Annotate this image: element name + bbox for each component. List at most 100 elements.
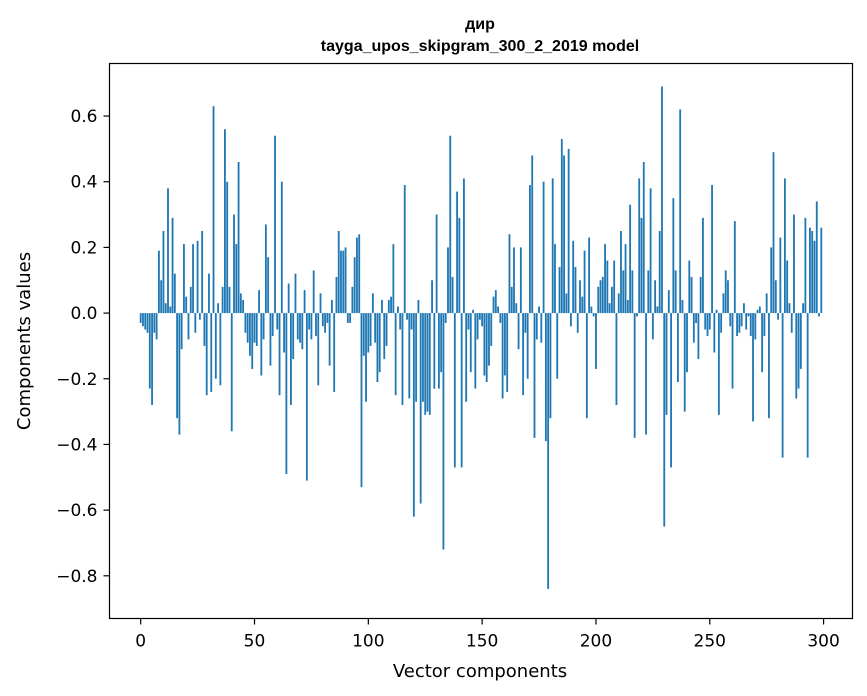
bar (189, 286, 192, 314)
bar (572, 240, 575, 314)
bar (519, 247, 522, 314)
bar (472, 309, 474, 314)
bar (697, 313, 700, 360)
bar (356, 237, 358, 314)
bar (333, 313, 336, 392)
bar (196, 240, 199, 314)
chart-subtitle: tayga_upos_skipgram_300_2_2019 model (321, 38, 639, 55)
bar (503, 313, 506, 376)
chart-title: дир (465, 16, 495, 33)
bar (449, 135, 452, 314)
bar (469, 313, 472, 373)
bar (606, 260, 609, 314)
bar (724, 270, 727, 314)
bar (556, 313, 559, 379)
bar (672, 198, 675, 314)
bar (415, 313, 418, 402)
bar (164, 303, 167, 314)
y-tick-label: 0.6 (70, 107, 97, 127)
bar (483, 313, 486, 376)
bar (681, 299, 684, 314)
bar (702, 217, 704, 314)
bar (467, 313, 470, 330)
bar (497, 306, 499, 314)
bar (802, 303, 805, 314)
bar (567, 148, 570, 314)
bar (212, 106, 215, 314)
bar (804, 217, 807, 314)
bar (501, 313, 504, 399)
bar (499, 313, 502, 323)
bar (269, 313, 272, 366)
bar (549, 313, 552, 419)
bar (485, 313, 488, 383)
bar (526, 313, 529, 379)
bar (367, 313, 370, 353)
bar (617, 293, 620, 314)
bar (811, 230, 814, 314)
bar (285, 313, 288, 475)
bar (276, 313, 279, 330)
bar (264, 224, 267, 314)
bar (676, 313, 679, 383)
bar (262, 313, 265, 340)
bar (310, 313, 313, 340)
bar (142, 313, 144, 327)
bar (774, 280, 777, 314)
bar (624, 244, 627, 314)
x-axis-label: Vector components (393, 661, 567, 682)
bar (358, 234, 361, 314)
bar (365, 313, 367, 402)
bar (595, 313, 597, 369)
bar (647, 270, 650, 314)
bar (399, 313, 402, 330)
bar (424, 313, 427, 415)
bar (381, 299, 383, 314)
bar (565, 293, 568, 314)
bar (699, 276, 702, 314)
bar (349, 313, 352, 323)
bar (579, 280, 581, 314)
bar (274, 135, 276, 314)
bar (360, 313, 363, 488)
bar (799, 313, 802, 369)
bar (642, 162, 645, 314)
bar (148, 313, 151, 389)
bar (203, 313, 206, 346)
bar (260, 313, 263, 376)
bar (299, 313, 301, 343)
bar (335, 276, 338, 314)
bar (513, 247, 515, 314)
bar (636, 313, 638, 317)
bar (183, 244, 185, 314)
bar (155, 313, 158, 340)
bar (312, 270, 315, 314)
bar (237, 162, 240, 314)
bar (772, 152, 775, 314)
bar (506, 313, 509, 392)
x-tick-label: 50 (244, 632, 266, 652)
bar (401, 313, 404, 406)
bar (656, 306, 659, 314)
bar (651, 313, 654, 340)
bar (292, 313, 295, 360)
bar (383, 313, 386, 360)
bar (563, 155, 565, 314)
bar (337, 230, 340, 314)
y-tick-label: 0.0 (70, 304, 97, 324)
y-tick-label: −0.6 (56, 501, 97, 521)
bar (246, 313, 249, 343)
bar (795, 313, 798, 399)
bar (620, 230, 622, 314)
bar (649, 188, 652, 314)
bar (570, 313, 572, 327)
bar (752, 313, 754, 422)
bar (494, 290, 497, 314)
bar (626, 299, 629, 314)
bar (403, 185, 406, 314)
bar (708, 313, 711, 330)
y-tick-label: −0.4 (56, 435, 97, 455)
bar (244, 313, 247, 333)
bar (640, 217, 643, 314)
